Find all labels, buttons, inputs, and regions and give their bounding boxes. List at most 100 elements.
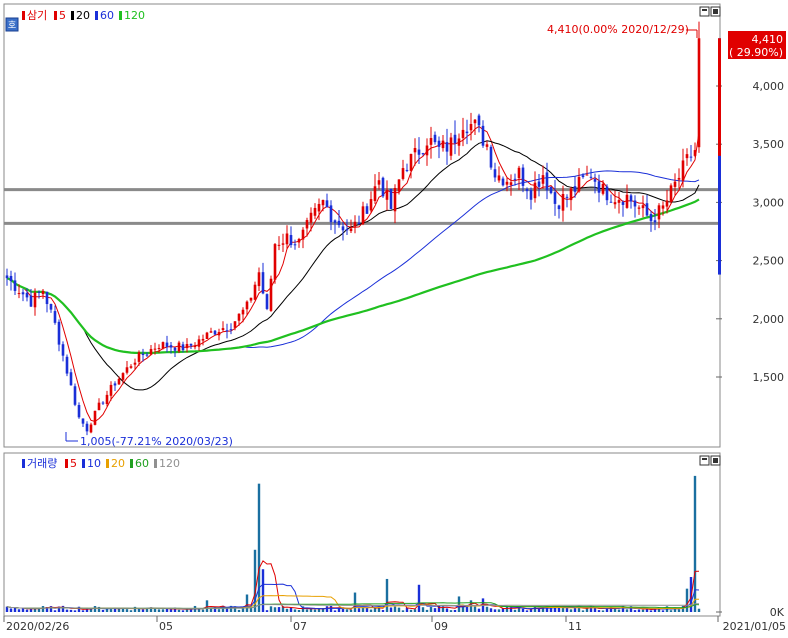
volume-bar [633,610,637,612]
candle-body [697,38,701,148]
volume-bar [9,608,13,612]
volume-bar [529,609,533,612]
volume-bar [357,608,361,612]
volume-bar [349,609,353,612]
candle-body [65,356,69,374]
candle-body [37,291,41,293]
volume-bar [393,606,397,612]
volume-bar [61,605,65,612]
volume-bar [145,607,149,612]
price-panel-buttons [699,6,721,17]
volume-legend-swatch [130,459,133,468]
candle-body [157,347,161,349]
candle-body [637,207,641,209]
candle-body [309,212,313,223]
volume-bar [477,608,481,612]
volume-bar [697,608,701,612]
volume-legend-label: 60 [135,457,149,470]
volume-bar [417,584,421,612]
price-legend-swatch [119,11,122,20]
volume-bar [413,609,417,612]
candle-body [285,233,289,245]
volume-legend-swatch [106,459,109,468]
volume-bar [161,609,165,612]
last-price-change: ( 29.90%) [729,46,783,59]
volume-bar [593,607,597,612]
volume-bar [65,609,69,612]
price-legend-swatch [54,11,57,20]
volume-bar [249,607,253,612]
volume-bar [305,609,309,612]
candle-body [485,144,489,147]
candle-body [321,199,325,206]
volume-bar [53,610,57,612]
candle-body [481,125,485,146]
candle-body [449,137,453,156]
candle-body [505,181,509,185]
volume-bar [105,608,109,612]
candle-body [353,221,357,227]
candle-body [317,203,321,212]
candle-body [497,175,501,181]
volume-bar [401,610,405,612]
volume-bar [213,607,217,612]
candle-body [213,330,217,335]
candle-body [245,301,249,310]
candle-body [413,147,417,153]
volume-bar [41,606,45,612]
volume-legend-label: 5 [70,457,77,470]
candle-body [585,174,589,176]
candle-body [549,186,553,194]
volume-bar [525,610,529,612]
volume-bar [601,610,605,612]
candle-body [125,367,129,373]
candle-body [617,200,621,203]
volume-legend-label: 거래량 [27,457,57,470]
volume-bar [225,608,229,612]
candle-body [133,362,137,365]
volume-bar [425,609,429,612]
volume-bar [77,606,81,612]
volume-bar [561,606,565,612]
candle-body [21,292,25,295]
volume-bar [241,607,245,612]
candle-body [501,178,505,186]
price-y-tick: 3,500 [753,138,785,151]
candle-body [377,180,381,185]
candle-body [265,294,269,309]
candle-body [289,235,293,246]
volume-legend-swatch [82,459,85,468]
candle-body [9,275,13,282]
candle-body [149,348,153,355]
price-y-tick: 1,500 [753,371,785,384]
volume-bar [433,608,437,612]
candle-body [357,222,361,224]
x-tick-label: 2020/02/26 [6,620,69,633]
candle-body [409,153,413,171]
candle-body [237,313,241,321]
volume-bar [245,594,249,612]
candle-body [373,186,377,201]
candle-body [165,342,169,347]
candle-body [601,183,605,194]
volume-bar [581,610,585,612]
volume-bar [553,606,557,612]
candle-body [629,195,633,202]
price-panel-minimize-button[interactable] [699,6,710,17]
volume-bar [141,609,145,612]
volume-bar [73,610,77,612]
volume-panel-minimize-button[interactable] [699,455,710,466]
chart-settings-icon[interactable]: 호 [5,17,19,32]
candle-body [13,280,17,291]
volume-bar [321,608,325,612]
candle-body [85,423,89,432]
volume-bar [233,606,237,612]
candle-body [249,297,253,301]
candle-body [29,295,33,307]
candle-body [225,330,229,332]
volume-bar [517,606,521,612]
volume-bar [465,606,469,612]
low-marker: 1,005(-77.21% 2020/03/23) [65,432,233,448]
low-marker-label: 1,005(-77.21% 2020/03/23) [80,435,233,448]
